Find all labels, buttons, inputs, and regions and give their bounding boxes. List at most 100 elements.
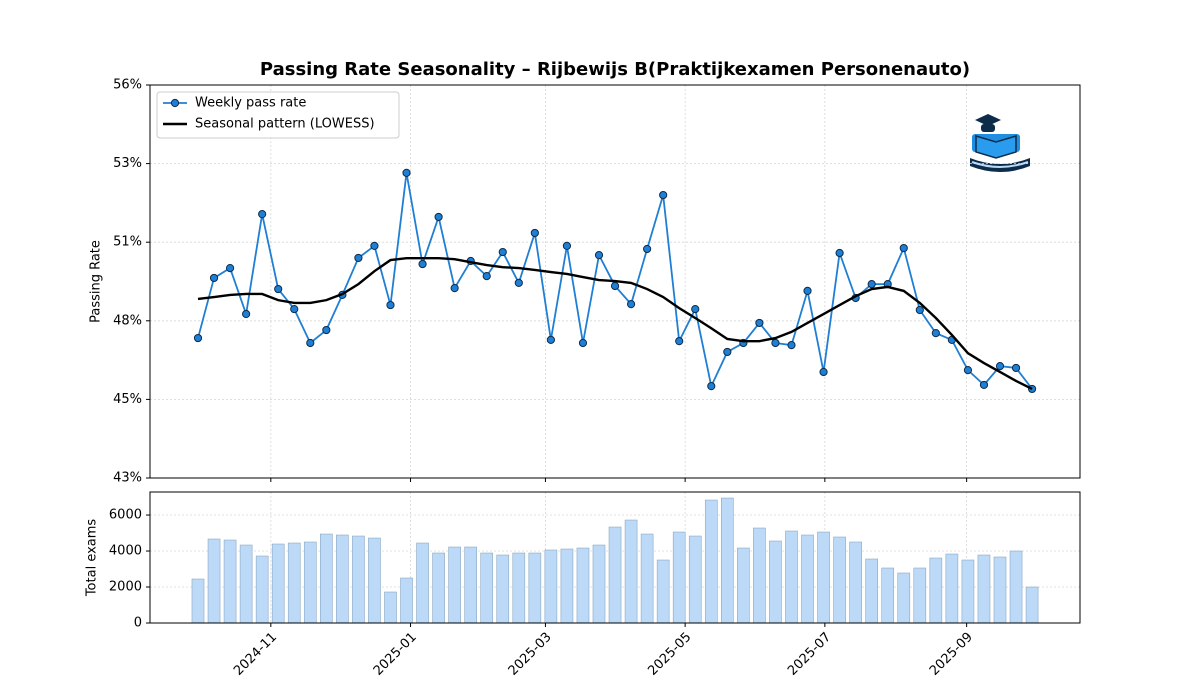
point	[546, 335, 555, 345]
bar	[961, 559, 975, 624]
point	[594, 251, 604, 260]
point	[290, 304, 299, 314]
bar	[704, 499, 718, 624]
point	[659, 190, 668, 200]
bar	[624, 519, 638, 624]
y-axis-label: Passing Rate	[89, 240, 104, 323]
bar	[737, 547, 750, 624]
bar	[993, 556, 1007, 624]
point	[675, 337, 684, 346]
point	[498, 247, 507, 257]
bar	[865, 558, 878, 624]
bar	[785, 530, 798, 624]
bar	[464, 546, 477, 624]
bar	[239, 544, 253, 624]
axes-frame	[149, 84, 1081, 479]
bar	[223, 539, 237, 624]
bar	[753, 527, 766, 624]
point	[306, 338, 315, 348]
bar	[801, 534, 814, 624]
point	[225, 263, 235, 273]
point	[610, 281, 620, 291]
point	[787, 341, 796, 350]
legend-label: Weekly pass rate	[195, 96, 306, 111]
point	[771, 338, 780, 348]
bar	[271, 543, 285, 624]
bar	[336, 534, 349, 624]
bar	[929, 557, 943, 624]
bar	[913, 567, 927, 624]
bar	[352, 535, 365, 624]
point	[995, 362, 1005, 371]
bar	[496, 554, 510, 624]
point	[899, 243, 908, 253]
point	[386, 300, 395, 310]
point	[1011, 363, 1021, 373]
axes-frame	[149, 491, 1081, 624]
bar	[672, 531, 686, 624]
bar	[576, 547, 590, 624]
bar	[512, 552, 526, 624]
y-tick-label: 51%	[113, 235, 142, 250]
bar	[432, 552, 445, 624]
point	[691, 304, 700, 314]
point	[514, 278, 523, 287]
y-tick-label: 56%	[113, 78, 142, 93]
legend-box	[156, 91, 400, 139]
bar	[320, 533, 333, 624]
point	[450, 284, 459, 293]
bar	[384, 591, 397, 624]
series-line	[197, 257, 1033, 390]
point	[434, 212, 443, 222]
y-tick-label: 2000	[109, 580, 142, 595]
bar	[656, 559, 670, 624]
bar	[721, 497, 734, 624]
bar	[368, 537, 381, 624]
x-tick-label: 2025-09	[927, 630, 976, 679]
bar	[849, 541, 862, 624]
point	[979, 380, 989, 390]
bar	[1009, 550, 1023, 624]
point	[418, 259, 427, 269]
bar	[416, 542, 429, 624]
point	[562, 241, 572, 250]
point	[578, 338, 588, 348]
point	[370, 241, 379, 250]
point	[931, 329, 940, 338]
point	[354, 253, 363, 263]
point	[242, 309, 251, 319]
x-tick-label: 2025-07	[785, 630, 834, 679]
bar	[287, 542, 301, 624]
point	[707, 382, 716, 391]
point	[402, 168, 411, 177]
point	[867, 280, 876, 289]
y-tick-label: 4000	[109, 544, 142, 559]
bar	[945, 553, 959, 624]
bar	[255, 555, 269, 624]
legend-marker	[170, 98, 180, 108]
bar	[207, 538, 221, 624]
point	[819, 367, 828, 377]
y-tick-label: 48%	[113, 313, 142, 328]
point	[963, 366, 973, 375]
point	[915, 305, 924, 315]
bar	[400, 577, 413, 624]
x-tick-label: 2025-01	[371, 630, 420, 679]
point	[835, 248, 844, 258]
bar	[640, 533, 654, 624]
bar	[977, 554, 991, 624]
legend-label: Seasonal pattern (LOWESS)	[195, 117, 375, 132]
point	[530, 228, 539, 238]
point	[274, 284, 283, 294]
x-tick-label: 2025-05	[645, 630, 694, 679]
bar	[544, 549, 558, 624]
point	[482, 272, 491, 281]
bar	[881, 567, 895, 624]
bar	[191, 578, 205, 624]
x-tick-label: 2024-11	[231, 630, 280, 679]
point	[209, 273, 219, 283]
bar	[608, 526, 622, 624]
bar	[448, 546, 461, 624]
bar	[1025, 586, 1039, 624]
x-tick-label: 2025-03	[506, 630, 555, 679]
